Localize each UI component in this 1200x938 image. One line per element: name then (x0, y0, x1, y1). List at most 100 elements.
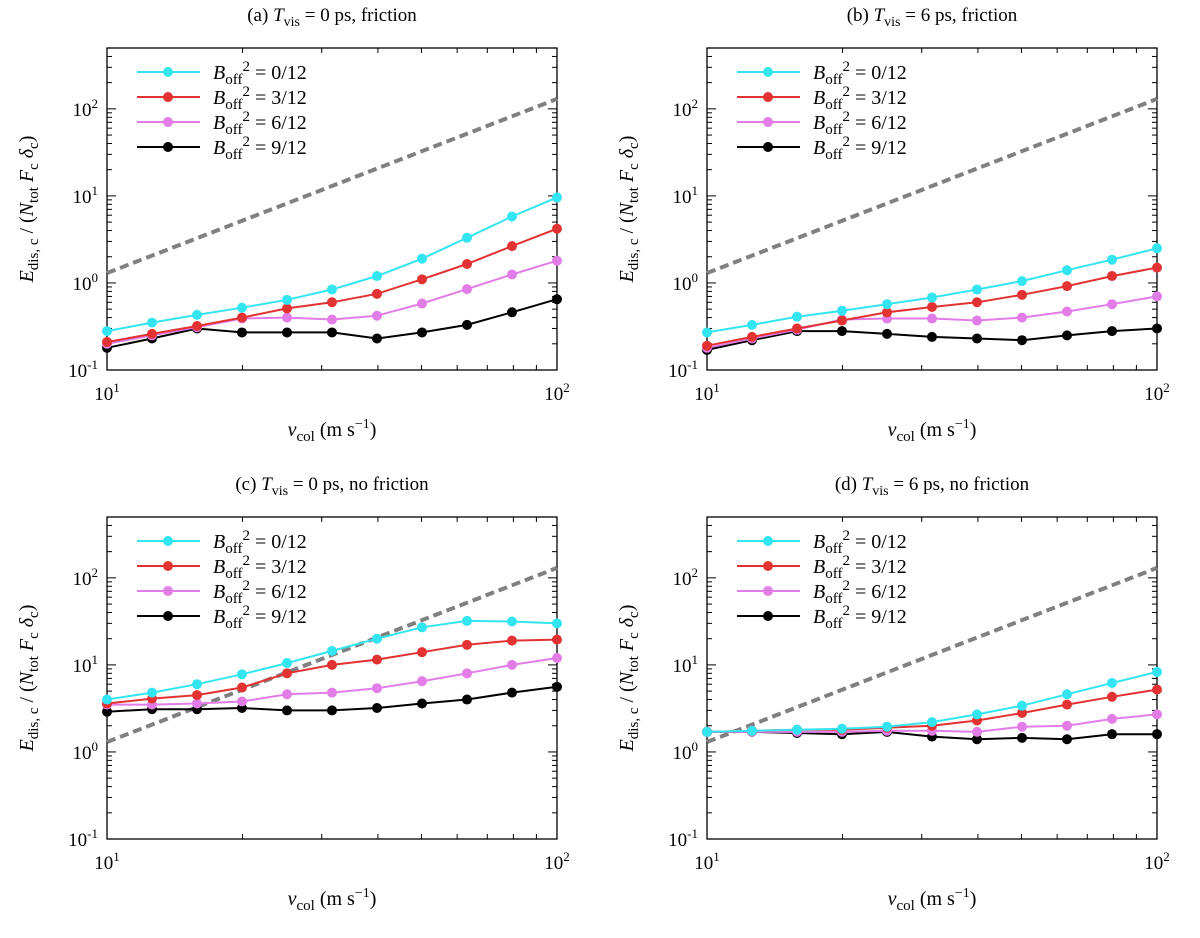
y-axis-label: Edis, c / (Ntot Fc δc) (616, 605, 642, 753)
data-point (702, 726, 712, 737)
data-point (192, 698, 203, 709)
data-point (1017, 312, 1028, 323)
data-point (506, 241, 517, 252)
x-tick-label: 101 (94, 849, 120, 874)
data-point (102, 694, 112, 705)
y-tick-label: 102 (673, 96, 699, 121)
data-point (1106, 254, 1117, 265)
data-point (836, 305, 847, 316)
data-point (792, 323, 803, 334)
data-point (1062, 265, 1073, 276)
data-point (102, 336, 112, 347)
data-point (417, 327, 428, 338)
data-point (192, 321, 203, 332)
data-point (971, 297, 982, 308)
x-tick-label: 101 (94, 380, 120, 405)
data-point (1062, 281, 1073, 292)
series-line-0 (106, 196, 558, 333)
y-tick-label: 10-1 (668, 357, 698, 382)
legend-marker (163, 586, 173, 596)
data-point (1106, 299, 1117, 310)
data-point (147, 317, 158, 328)
data-point (1106, 691, 1117, 702)
y-tick-label: 10-1 (68, 357, 98, 382)
data-point (326, 284, 337, 295)
data-point (506, 659, 517, 670)
data-point (462, 232, 473, 243)
data-point (506, 269, 517, 280)
data-point (1152, 684, 1162, 695)
data-point (326, 314, 337, 325)
panel-title: (b) Tvis = 6 ps, friction (847, 5, 1018, 30)
data-point (1152, 709, 1162, 720)
data-point (926, 301, 937, 312)
legend-label: Boff2 = 6/12 (813, 109, 907, 138)
chart-panel-b: (b) Tvis = 6 ps, friction 101 102 10-1 100 10… (600, 0, 1200, 469)
data-point (506, 687, 517, 698)
data-point (882, 328, 893, 339)
data-point (1062, 306, 1073, 317)
data-point (236, 302, 247, 313)
legend-label: Boff2 = 6/12 (213, 109, 307, 138)
data-point (417, 622, 428, 633)
y-tick-label: 102 (73, 565, 99, 590)
x-axis-label: vcol (m s−1) (888, 886, 977, 914)
legend-marker (763, 92, 773, 102)
data-point (462, 639, 473, 650)
data-point (1152, 262, 1162, 273)
data-point (1062, 689, 1073, 700)
legend-label: Boff2 = 0/12 (213, 528, 307, 557)
data-point (462, 284, 473, 295)
legend-marker (763, 561, 773, 571)
data-point (552, 223, 562, 234)
data-point (326, 645, 337, 656)
data-point (506, 211, 517, 222)
y-tick-label: 102 (73, 96, 99, 121)
data-point (282, 689, 293, 700)
data-point (506, 635, 517, 646)
data-point (792, 724, 803, 735)
data-point (1017, 276, 1028, 287)
data-point (462, 615, 473, 626)
data-point (552, 294, 562, 305)
data-point (1062, 699, 1073, 710)
data-point (371, 702, 382, 713)
panel-title: (c) Tvis = 0 ps, no friction (235, 474, 429, 499)
y-tick-label: 101 (673, 183, 699, 208)
data-point (1017, 289, 1028, 300)
data-point (371, 683, 382, 694)
data-point (552, 192, 562, 203)
data-point (1017, 708, 1028, 719)
data-point (971, 315, 982, 326)
data-point (371, 633, 382, 644)
data-point (702, 340, 712, 351)
y-tick-label: 100 (673, 270, 699, 295)
y-tick-label: 100 (673, 739, 699, 764)
data-point (282, 294, 293, 305)
data-point (1017, 721, 1028, 732)
data-point (1106, 271, 1117, 282)
y-tick-label: 101 (673, 652, 699, 677)
panel-title: (d) Tvis = 6 ps, no friction (835, 474, 1030, 499)
data-point (371, 310, 382, 321)
data-point (836, 326, 847, 337)
data-point (882, 299, 893, 310)
data-point (147, 328, 158, 339)
data-point (282, 303, 293, 314)
legend-marker (163, 92, 173, 102)
reference-dashed-line (706, 566, 1158, 744)
data-point (1152, 243, 1162, 254)
data-point (1017, 700, 1028, 711)
data-point (236, 327, 247, 338)
data-point (192, 309, 203, 320)
data-point (236, 682, 247, 693)
y-axis-label: Edis, c / (Ntot Fc δc) (16, 136, 42, 284)
legend-marker (763, 611, 773, 621)
data-point (326, 327, 337, 338)
y-axis-label: Edis, c / (Ntot Fc δc) (16, 605, 42, 753)
data-point (506, 616, 517, 627)
data-point (926, 717, 937, 728)
data-point (236, 696, 247, 707)
data-point (552, 255, 562, 266)
chart-svg-a: (a) Tvis = 0 ps, friction 101 102 10-1 100 10… (16, 5, 570, 445)
